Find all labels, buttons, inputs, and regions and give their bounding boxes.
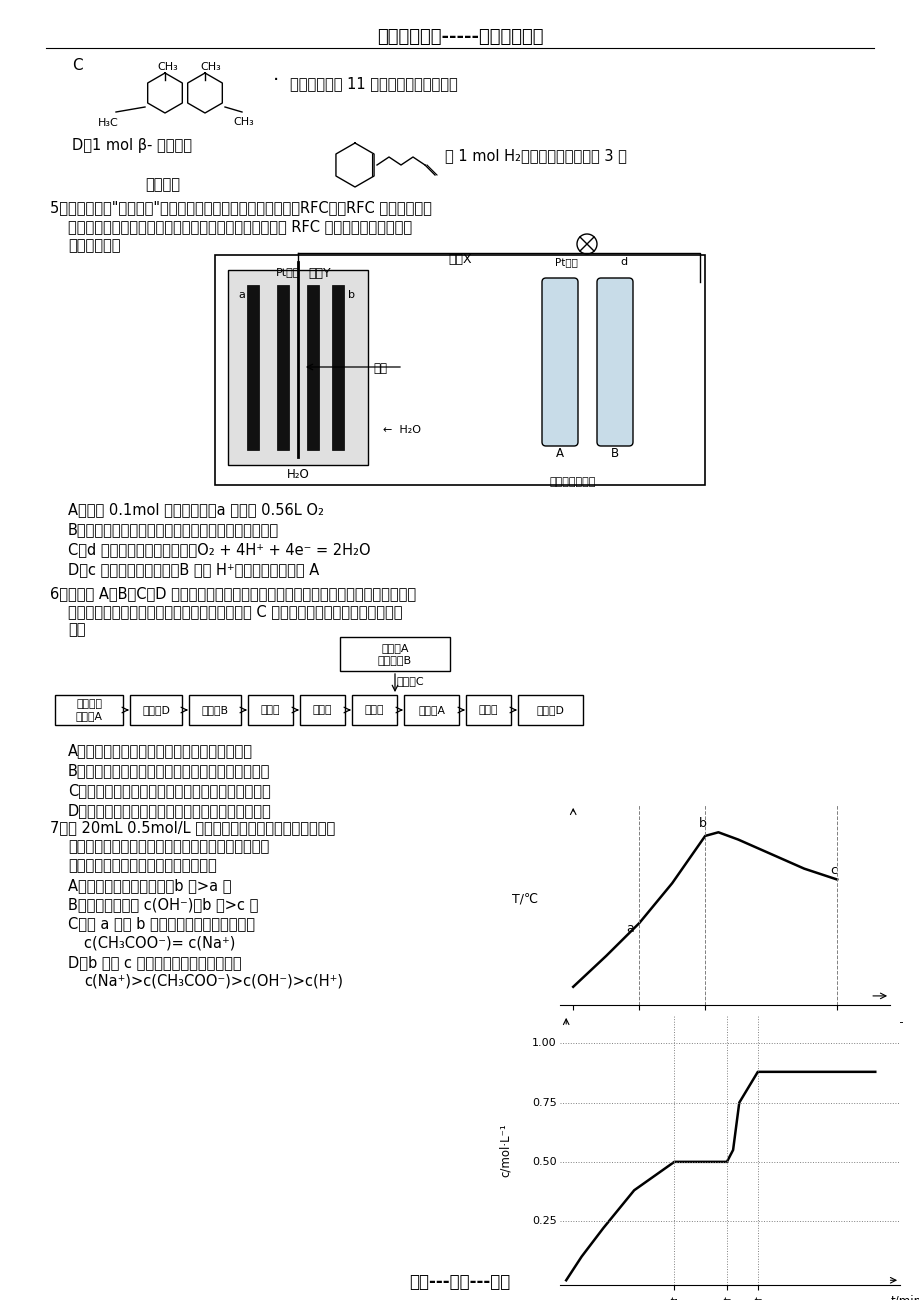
Text: D．b 点到 c 点，混合溶液中一直存在：: D．b 点到 c 点，混合溶液中一直存在：: [68, 956, 242, 970]
Text: D．上图所示的五个转化关系中，均为氧化还原反应: D．上图所示的五个转化关系中，均为氧化还原反应: [68, 803, 271, 818]
Bar: [188, 696, 241, 725]
Text: A: A: [555, 447, 563, 460]
Bar: [55, 696, 123, 725]
Text: B: B: [610, 447, 618, 460]
Text: 0.50: 0.50: [532, 1157, 556, 1167]
Text: 化合物B: 化合物B: [201, 705, 228, 715]
Bar: [248, 696, 292, 725]
Text: 单质乙: 单质乙: [478, 705, 498, 715]
Text: 解技术与氢氧燃料电池技术相结合的可充电电池。下图为 RFC 工作原理示意图，有关: 解技术与氢氧燃料电池技术相结合的可充电电池。下图为 RFC 工作原理示意图，有关: [68, 218, 412, 234]
Text: a: a: [238, 290, 244, 300]
Text: 与 1 mol H₂发生加成反应可得到 3 种: 与 1 mol H₂发生加成反应可得到 3 种: [445, 148, 626, 162]
Text: b: b: [698, 816, 706, 829]
Text: Pt电极: Pt电极: [276, 266, 300, 277]
Text: 酸性电解质溶液: 酸性电解质溶液: [550, 477, 596, 488]
Bar: [466, 696, 510, 725]
Bar: [228, 270, 368, 465]
Text: 0.75: 0.75: [531, 1097, 556, 1108]
Bar: [517, 696, 583, 725]
Text: 气体X: 气体X: [448, 254, 471, 266]
Text: 化合物A: 化合物A: [417, 705, 445, 715]
Bar: [215, 255, 704, 485]
Text: Pt电极: Pt电极: [554, 257, 577, 266]
Text: C: C: [72, 58, 83, 73]
Text: 6．化合物 A、B、C、D 各由两种元素组成，甲、乙、丙是前两周期元素的三种单质。这: 6．化合物 A、B、C、D 各由两种元素组成，甲、乙、丙是前两周期元素的三种单质…: [50, 586, 415, 601]
Text: B．由水电离出的 c(OH⁻)：b 点>c 点: B．由水电离出的 c(OH⁻)：b 点>c 点: [68, 897, 258, 913]
Text: c: c: [830, 864, 836, 878]
Text: c(Na⁺)>c(CH₃COO⁻)>c(OH⁻)>c(H⁺): c(Na⁺)>c(CH₃COO⁻)>c(OH⁻)>c(H⁺): [84, 974, 343, 989]
Text: CH₃: CH₃: [233, 117, 254, 127]
Bar: [332, 285, 344, 450]
Text: 下列关于混合溶液的相关说法错误的是: 下列关于混合溶液的相关说法错误的是: [68, 858, 217, 874]
Text: B．上述转化关系所涉及的化合物中有一种是电解质: B．上述转化关系所涉及的化合物中有一种是电解质: [68, 763, 270, 777]
Text: C．从 a 点到 b 点，混合溶液中可能存在：: C．从 a 点到 b 点，混合溶液中可能存在：: [68, 916, 255, 931]
Text: CH₃: CH₃: [199, 62, 221, 72]
Text: t/min: t/min: [890, 1295, 919, 1300]
Bar: [307, 285, 319, 450]
Text: 度的烧碱溶液，测定混合溶液的温度变化如图所示。: 度的烧碱溶液，测定混合溶液的温度变化如图所示。: [68, 838, 269, 854]
Text: 些常见的化合物与单质之间存在如下关系（已知 C 是一种有机物），以下结论不正确: 些常见的化合物与单质之间存在如下关系（已知 C 是一种有机物），以下结论不正确: [68, 604, 403, 619]
Text: b: b: [347, 290, 355, 300]
Text: 7．向 20mL 0.5mol/L 的醋酸溶液中逐滴加入等物质的量浓: 7．向 20mL 0.5mol/L 的醋酸溶液中逐滴加入等物质的量浓: [50, 820, 335, 835]
Text: 0.25: 0.25: [531, 1216, 556, 1226]
Text: A．当有 0.1mol 电子转移时，a 极产生 0.56L O₂: A．当有 0.1mol 电子转移时，a 极产生 0.56L O₂: [68, 502, 323, 517]
Text: 化合物C: 化合物C: [397, 676, 425, 686]
Text: C．d 极上发生的电极反应是：O₂ + 4H⁺ + 4e⁻ = 2H₂O: C．d 极上发生的电极反应是：O₂ + 4H⁺ + 4e⁻ = 2H₂O: [68, 542, 370, 556]
Text: 气体Y: 气体Y: [309, 266, 331, 280]
Text: 分子中至少有 11 个碳原子处于同一平面: 分子中至少有 11 个碳原子处于同一平面: [289, 75, 458, 91]
Text: 专心---专注---专业: 专心---专注---专业: [409, 1273, 510, 1291]
Bar: [246, 285, 259, 450]
Text: B．为了增加导电性可以将左边容器中的水改为食盐水: B．为了增加导电性可以将左边容器中的水改为食盐水: [68, 523, 278, 537]
Text: 化合物A
与化合物B: 化合物A 与化合物B: [378, 644, 412, 664]
Text: C．上图所示的五个转化关系中，有三个是化合反应: C．上图所示的五个转化关系中，有三个是化合反应: [68, 783, 270, 798]
Text: CH₃: CH₃: [157, 62, 177, 72]
Text: V(NaOH) /mL: V(NaOH) /mL: [829, 1014, 902, 1024]
Text: 单质甲: 单质甲: [312, 705, 332, 715]
Bar: [340, 637, 449, 671]
Text: 1.00: 1.00: [532, 1039, 556, 1048]
Text: 精选优质文档-----倾情为你奉上: 精选优质文档-----倾情为你奉上: [377, 29, 542, 46]
Bar: [300, 696, 345, 725]
Y-axis label: T/℃: T/℃: [512, 892, 538, 905]
Bar: [403, 696, 459, 725]
Text: D．c 极上进行还原反应，B 中的 H⁺可以通过隔膜进入 A: D．c 极上进行还原反应，B 中的 H⁺可以通过隔膜进入 A: [68, 562, 319, 577]
Bar: [277, 285, 289, 450]
Text: d: d: [619, 257, 627, 266]
Text: 的是: 的是: [68, 621, 85, 637]
Text: 化合物D: 化合物D: [536, 705, 564, 715]
Text: A．醋酸的电离平衡常数：b 点>a 点: A．醋酸的电离平衡常数：b 点>a 点: [68, 878, 232, 893]
Text: A．甲、乙、丙三种单质的晶体一定是分子晶体: A．甲、乙、丙三种单质的晶体一定是分子晶体: [68, 744, 253, 758]
Text: H₃C: H₃C: [98, 118, 119, 127]
Text: 化合物D: 化合物D: [142, 705, 170, 715]
Text: 说法正确的是: 说法正确的是: [68, 238, 120, 254]
Text: 单质丙和
化合物A: 单质丙和 化合物A: [75, 699, 102, 720]
Text: D．1 mol β- 紫罗兰酮: D．1 mol β- 紫罗兰酮: [72, 138, 192, 153]
Text: 不同产物: 不同产物: [145, 177, 180, 192]
Text: c(CH₃COO⁻)= c(Na⁺): c(CH₃COO⁻)= c(Na⁺): [84, 935, 235, 950]
FancyBboxPatch shape: [541, 278, 577, 446]
FancyBboxPatch shape: [596, 278, 632, 446]
Text: H₂O: H₂O: [287, 468, 309, 481]
Text: ←  H₂O: ← H₂O: [382, 425, 421, 436]
Text: 单质丙: 单质丙: [260, 705, 280, 715]
Text: .: .: [273, 65, 279, 84]
Text: 隔膜: 隔膜: [372, 361, 387, 374]
Text: 5．空间实验室"天宫一号"的供电系统中有再生氢氧燃料电池（RFC），RFC 是一种将水电: 5．空间实验室"天宫一号"的供电系统中有再生氢氧燃料电池（RFC），RFC 是一…: [50, 200, 431, 214]
Y-axis label: c/mol·L⁻¹: c/mol·L⁻¹: [498, 1123, 511, 1176]
Bar: [130, 696, 182, 725]
Text: 单质乙: 单质乙: [364, 705, 384, 715]
Bar: [352, 696, 397, 725]
Text: a: a: [625, 922, 633, 935]
